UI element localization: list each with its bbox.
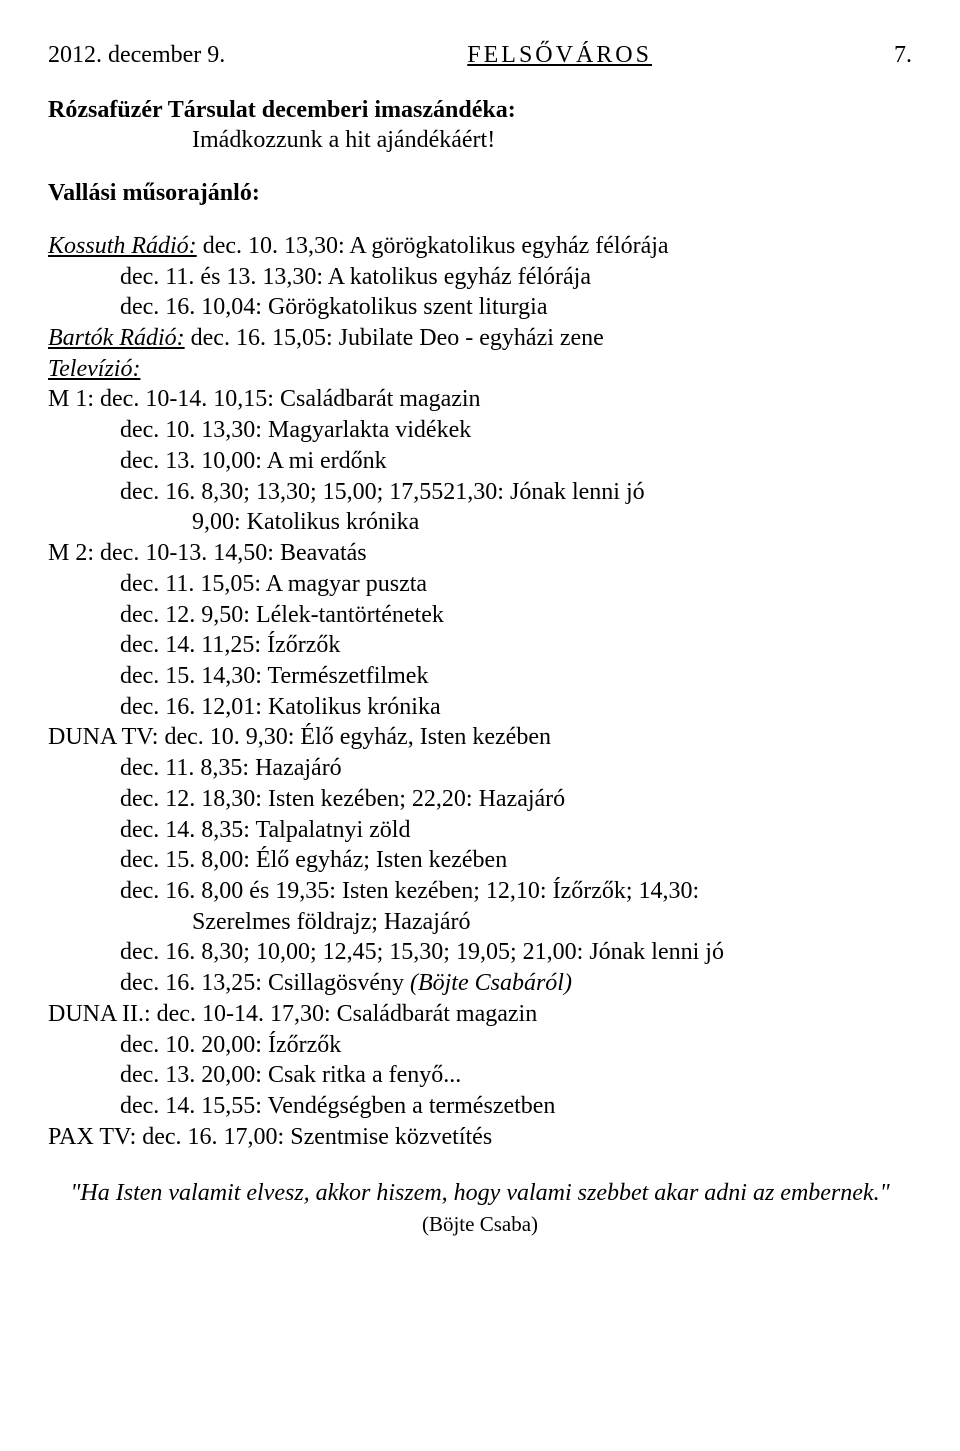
duna-line-8b: (Böjte Csabáról) [410, 970, 572, 996]
m1-line-1: M 1: dec. 10-14. 10,15: Családbarát maga… [48, 384, 912, 415]
m2-line-2: dec. 11. 15,05: A magyar puszta [48, 569, 912, 600]
pax-line-1: PAX TV: dec. 16. 17,00: Szentmise közvet… [48, 1122, 912, 1153]
m2-line-6: dec. 16. 12,01: Katolikus krónika [48, 692, 912, 723]
kossuth-text: dec. 10. 13,30: A görögkatolikus egyház … [197, 233, 669, 259]
kossuth-line-1: Kossuth Rádió: dec. 10. 13,30: A görögka… [48, 231, 912, 262]
duna-line-8a: dec. 16. 13,25: Csillagösvény [120, 970, 410, 996]
prayer-intention-text: Imádkozzunk a hit ajándékáért! [48, 125, 912, 156]
duna-line-8: dec. 16. 13,25: Csillagösvény (Böjte Csa… [48, 968, 912, 999]
duna-line-6b: Szerelmes földrajz; Hazajáró [48, 907, 912, 938]
closing-quote: "Ha Isten valamit elvesz, akkor hiszem, … [48, 1178, 912, 1239]
m2-line-3: dec. 12. 9,50: Lélek-tantörténetek [48, 600, 912, 631]
header-date: 2012. december 9. [48, 40, 225, 71]
duna-line-7: dec. 16. 8,30; 10,00; 12,45; 15,30; 19,0… [48, 937, 912, 968]
bartok-line-1: Bartók Rádió: dec. 16. 15,05: Jubilate D… [48, 323, 912, 354]
m1-line-5: 9,00: Katolikus krónika [48, 507, 912, 538]
m2-line-5: dec. 15. 14,30: Természetfilmek [48, 661, 912, 692]
duna-line-2: dec. 11. 8,35: Hazajáró [48, 753, 912, 784]
bartok-text: dec. 16. 15,05: Jubilate Deo - egyházi z… [185, 325, 604, 351]
duna2-line-4: dec. 14. 15,55: Vendégségben a természet… [48, 1091, 912, 1122]
m2-line-4: dec. 14. 11,25: Ízőrzők [48, 630, 912, 661]
duna-line-4: dec. 14. 8,35: Talpalatnyi zöld [48, 815, 912, 846]
prayer-intention-block: Rózsafüzér Társulat decemberi imaszándék… [48, 95, 912, 156]
bartok-label: Bartók Rádió: [48, 325, 185, 351]
m1-line-4: dec. 16. 8,30; 13,30; 15,00; 17,5521,30:… [48, 477, 912, 508]
kossuth-line-2: dec. 11. és 13. 13,30: A katolikus egyhá… [48, 262, 912, 293]
quote-attribution: (Böjte Csaba) [422, 1212, 538, 1236]
m2-line-1: M 2: dec. 10-13. 14,50: Beavatás [48, 538, 912, 569]
duna-line-6: dec. 16. 8,00 és 19,35: Isten kezében; 1… [48, 876, 912, 907]
duna2-line-1: DUNA II.: dec. 10-14. 17,30: Családbarát… [48, 999, 912, 1030]
duna2-line-3: dec. 13. 20,00: Csak ritka a fenyő... [48, 1060, 912, 1091]
page-header: 2012. december 9. FELSŐVÁROS 7. [48, 40, 912, 71]
header-page-number: 7. [894, 40, 912, 71]
header-title: FELSŐVÁROS [467, 40, 652, 71]
tv-label: Televízió: [48, 354, 912, 385]
program-guide-title: Vallási műsorajánló: [48, 178, 912, 209]
kossuth-label: Kossuth Rádió: [48, 233, 197, 259]
duna-line-5: dec. 15. 8,00: Élő egyház; Isten kezében [48, 845, 912, 876]
duna-line-1: DUNA TV: dec. 10. 9,30: Élő egyház, Iste… [48, 722, 912, 753]
quote-text: "Ha Isten valamit elvesz, akkor hiszem, … [70, 1180, 889, 1206]
duna2-line-2: dec. 10. 20,00: Ízőrzők [48, 1030, 912, 1061]
program-guide: Kossuth Rádió: dec. 10. 13,30: A görögka… [48, 231, 912, 1153]
m1-line-2: dec. 10. 13,30: Magyarlakta vidékek [48, 415, 912, 446]
duna-line-3: dec. 12. 18,30: Isten kezében; 22,20: Ha… [48, 784, 912, 815]
m1-line-3: dec. 13. 10,00: A mi erdőnk [48, 446, 912, 477]
prayer-intention-title: Rózsafüzér Társulat decemberi imaszándék… [48, 95, 912, 126]
kossuth-line-3: dec. 16. 10,04: Görögkatolikus szent lit… [48, 292, 912, 323]
